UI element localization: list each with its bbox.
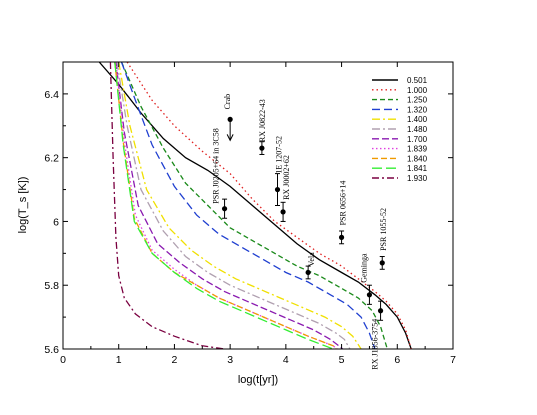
y-tick-label: 6 [53, 216, 59, 228]
series-line-1.250 [120, 62, 388, 349]
series-line-1.480 [116, 62, 351, 349]
legend-label: 1.839 [407, 145, 428, 154]
series-line-1.320 [120, 62, 376, 349]
series-line-0.501 [98, 62, 412, 349]
observation-psr-0656-14: PSR 0656+14 [338, 181, 348, 245]
observation-crab: Crab [223, 94, 234, 142]
observation-label: RX J1856-3754 [371, 319, 380, 370]
x-tick-label: 1 [116, 354, 122, 366]
x-tick-label: 5 [339, 354, 345, 366]
curves-layer [98, 62, 412, 349]
observation-point [377, 308, 384, 314]
series-line-1.400 [118, 62, 362, 349]
legend-item: 1.839 [372, 145, 428, 154]
observation-label: RX J0002+62 [282, 155, 291, 200]
observation-label: Geminga [359, 253, 368, 283]
observation-rx-j1856-3754: RX J1856-3754 [371, 300, 384, 370]
observation-point [274, 186, 281, 193]
legend-item: 1.930 [372, 174, 428, 183]
observation-label: Crab [223, 94, 232, 110]
legend-item: 1.700 [372, 135, 428, 144]
observation-label: RX J0822-43 [258, 99, 267, 142]
observation-point [221, 206, 228, 212]
y-tick-label: 5.6 [44, 344, 59, 356]
observation-geminga: Geminga [359, 253, 373, 305]
legend-label: 1.841 [407, 164, 428, 173]
observation-point [379, 260, 385, 266]
legend-item: 1.000 [372, 86, 428, 95]
legend-item: 1.840 [372, 154, 428, 163]
series-line-1.700 [115, 62, 344, 349]
observation-psr-j0205-64-in-3c58: PSR J0205+64 in 3C58 [212, 128, 228, 219]
legend-label: 1.700 [407, 135, 428, 144]
plot-frame [62, 61, 454, 350]
observation-label: Vela [307, 252, 316, 267]
observation-label: 1E 1207-52 [275, 136, 284, 174]
x-tick-label: 4 [283, 354, 289, 366]
x-tick-label: 3 [227, 354, 233, 366]
legend-label: 1.930 [407, 174, 428, 183]
observation-psr-1055-52: PSR 1055-52 [379, 208, 388, 270]
legend-item: 1.841 [372, 164, 428, 173]
observation-label: PSR 1055-52 [379, 208, 388, 251]
legend-label: 1.320 [407, 105, 428, 114]
legend-label: 1.250 [407, 96, 428, 105]
x-tick-label: 7 [450, 354, 456, 366]
observation-point [338, 234, 345, 240]
x-tick-label: 2 [172, 354, 178, 366]
observation-1e-1207-52: 1E 1207-52 [274, 136, 284, 206]
legend-label: 1.840 [407, 154, 428, 163]
observation-point [280, 209, 286, 215]
legend-item: 1.250 [372, 96, 428, 105]
observation-label: PSR 0656+14 [339, 181, 348, 226]
legend-item: 1.400 [372, 115, 428, 124]
y-tick-label: 6.2 [44, 153, 59, 165]
series-line-1.839 [115, 62, 338, 349]
series-line-1.930 [109, 62, 225, 349]
legend-item: 1.480 [372, 125, 428, 134]
series-line-1.840 [114, 62, 337, 349]
observation-point [366, 292, 373, 298]
observation-point [259, 145, 265, 151]
x-tick-label: 0 [60, 354, 66, 366]
x-tick-label: 6 [394, 354, 400, 366]
legend-item: 1.320 [372, 105, 428, 114]
observation-label: PSR J0205+64 in 3C58 [212, 128, 221, 203]
y-tick-label: 5.8 [44, 280, 59, 292]
legend-label: 1.400 [407, 115, 428, 124]
y-tick-label: 6.4 [44, 89, 59, 101]
y-axis-label: log(T_s [K]) [17, 177, 29, 234]
observation-vela: Vela [305, 252, 316, 280]
legend-label: 1.480 [407, 125, 428, 134]
x-axis-label: log(t[yr]) [238, 374, 278, 386]
observation-rx-j0822-43: RX J0822-43 [258, 99, 267, 155]
legend-label: 1.000 [407, 86, 428, 95]
legend: 0.5011.0001.2501.3201.4001.4801.7001.839… [372, 76, 428, 183]
legend-label: 0.501 [407, 76, 428, 85]
observation-rx-j0002-62: RX J0002+62 [280, 155, 291, 222]
observation-point [227, 116, 233, 122]
legend-item: 0.501 [372, 76, 428, 85]
observation-point [305, 269, 311, 276]
